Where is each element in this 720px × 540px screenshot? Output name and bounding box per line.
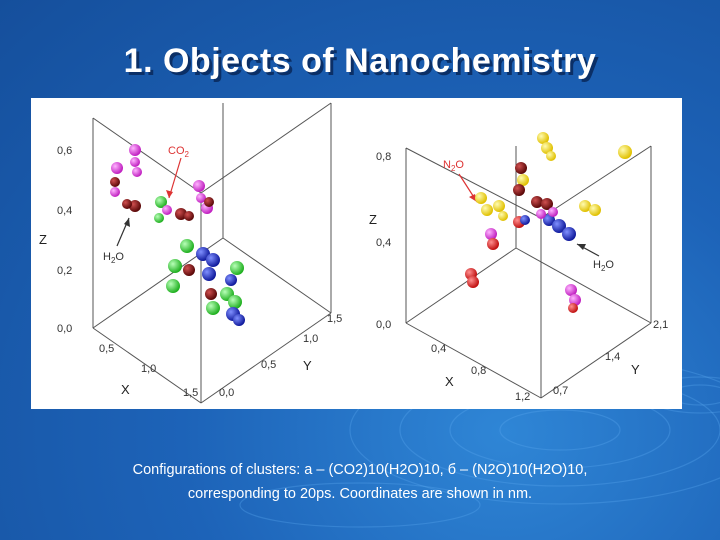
panel-a-x-tick: 0,5 — [99, 343, 114, 355]
panel-b-z-tick: 0,4 — [376, 237, 391, 249]
caption-line-1: Configurations of clusters: а – (CO2)10(… — [132, 462, 588, 478]
panel-a-y-tick: 0,0 — [219, 387, 234, 399]
panel-a-z-tick: 0,4 — [57, 205, 72, 217]
panel-b-n2o-label: N2O — [443, 159, 464, 173]
panel-a-x-label: X — [121, 382, 130, 397]
caption-line-2: corresponding to 20ps. Coordinates are s… — [187, 486, 533, 502]
panel-a: 0,6 0,4 0,2 0,0 Z 0,5 1,0 1,5 X 0,0 0,5 … — [39, 102, 342, 404]
panel-a-h2o-arrowhead — [124, 218, 130, 227]
panel-b-x-tick: 0,4 — [431, 343, 446, 355]
panel-b: 0,8 0,4 0,0 Z 0,4 0,8 1,2 X 0,7 1,4 2,1 … — [369, 132, 668, 403]
panel-a-z-tick: 0,6 — [57, 145, 72, 157]
panel-b-axes-box — [405, 145, 652, 399]
panel-a-y-label: Y — [303, 358, 312, 373]
panel-b-x-tick: 1,2 — [515, 391, 530, 403]
panel-a-z-tick: 0,0 — [57, 323, 72, 335]
panel-a-h2o-label: H2O — [103, 251, 124, 265]
panel-b-h2o-label: H2O — [593, 259, 614, 273]
panel-a-y-tick: 0,5 — [261, 359, 276, 371]
panel-a-z-label: Z — [39, 232, 47, 247]
panel-b-y-label: Y — [631, 362, 640, 377]
cluster-figure: 0,6 0,4 0,2 0,0 Z 0,5 1,0 1,5 X 0,0 0,5 … — [31, 98, 682, 409]
panel-b-y-tick: 2,1 — [653, 319, 668, 331]
panel-a-x-tick: 1,0 — [141, 363, 156, 375]
panel-b-y-tick: 0,7 — [553, 385, 568, 397]
panel-a-y-tick: 1,0 — [303, 333, 318, 345]
panel-a-axes-box — [92, 102, 332, 404]
panel-a-x-tick: 1,5 — [183, 387, 198, 399]
cluster-figure-svg: 0,6 0,4 0,2 0,0 Z 0,5 1,0 1,5 X 0,0 0,5 … — [39, 102, 668, 404]
panel-a-z-tick: 0,2 — [57, 265, 72, 277]
panel-b-molecules — [465, 132, 632, 313]
panel-a-co2-label: CO2 — [168, 145, 190, 159]
slide-title: 1. Objects of Nanochemistry — [123, 42, 597, 80]
panel-b-z-tick: 0,0 — [376, 319, 391, 331]
panel-b-x-tick: 0,8 — [471, 365, 486, 377]
panel-a-molecules — [110, 144, 245, 326]
panel-b-n2o-arrowhead — [469, 194, 477, 202]
panel-b-y-tick: 1,4 — [605, 351, 620, 363]
panel-b-z-tick: 0,8 — [376, 151, 391, 163]
panel-b-h2o-arrowhead — [577, 244, 586, 250]
panel-a-y-tick: 1,5 — [327, 313, 342, 325]
panel-b-x-label: X — [445, 374, 454, 389]
panel-b-z-label: Z — [369, 212, 377, 227]
panel-a-co2-arrowhead — [166, 190, 173, 198]
figure-caption: Configurations of clusters: а – (CO2)10(… — [60, 458, 660, 506]
panel-a-co2-arrow — [168, 157, 182, 199]
